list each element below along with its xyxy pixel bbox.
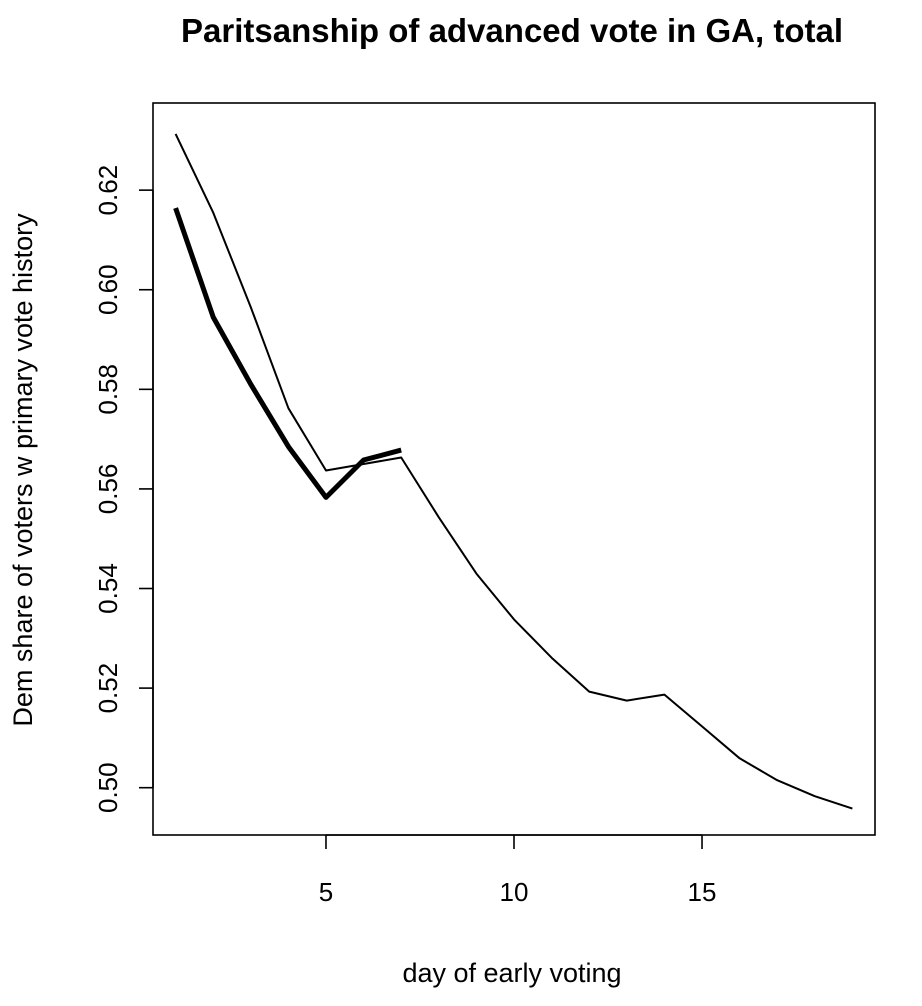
plot-frame (152, 102, 876, 836)
series-line-1 (174, 133, 853, 810)
x-tick-label: 10 (500, 877, 529, 907)
y-tick-label: 0.54 (93, 563, 123, 614)
y-axis: 0.50 0.52 0.54 0.56 0.58 0.60 0.62 (93, 165, 154, 813)
chart-title: Paritsanship of advanced vote in GA, tot… (181, 12, 843, 49)
y-tick-label: 0.62 (93, 165, 123, 216)
x-tick-label: 5 (319, 877, 333, 907)
x-tick-label: 15 (688, 877, 717, 907)
y-axis-label: Dem share of voters w primary vote histo… (8, 213, 38, 727)
y-tick-label: 0.56 (93, 464, 123, 515)
x-axis: 5 10 15 (319, 834, 717, 907)
y-tick-label: 0.58 (93, 364, 123, 415)
x-axis-label: day of early voting (402, 958, 621, 988)
y-tick-label: 0.60 (93, 264, 123, 315)
y-tick-label: 0.50 (93, 762, 123, 813)
series-layer (173, 133, 853, 810)
y-tick-label: 0.52 (93, 663, 123, 714)
series-line-2 (173, 207, 402, 500)
